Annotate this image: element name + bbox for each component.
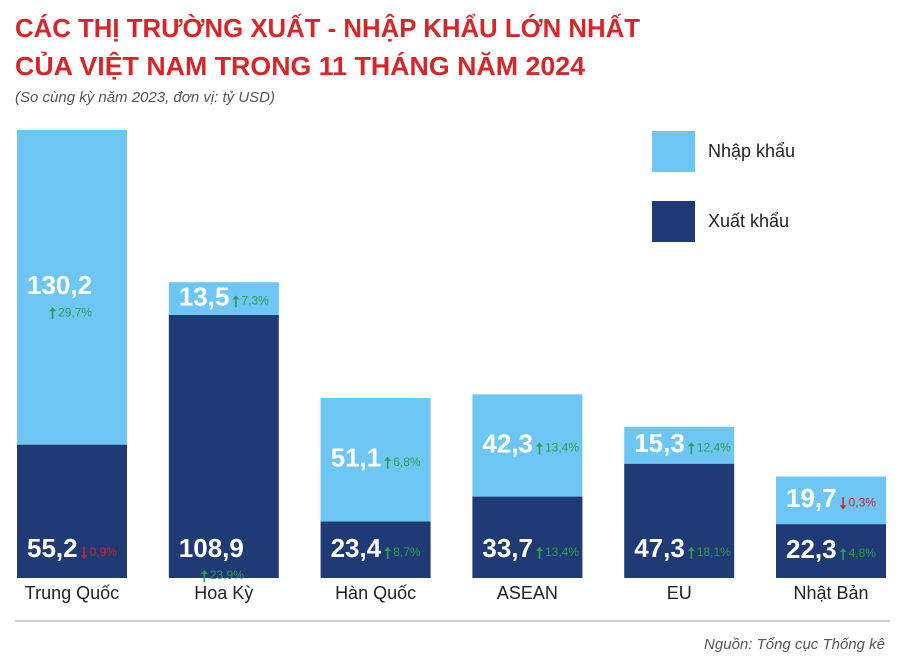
change-label: 7,3% — [241, 294, 269, 308]
change-label: 29,7% — [58, 305, 92, 319]
x-tick-label: ASEAN — [497, 583, 558, 603]
change-label: 0,3% — [849, 495, 877, 509]
value-label: 51,1 — [331, 443, 382, 473]
bar-segment — [776, 476, 886, 525]
change-label: 23,9% — [210, 568, 244, 582]
change-label: 8,7% — [393, 545, 421, 559]
bar-segment — [472, 394, 583, 497]
bar-segment — [624, 463, 735, 578]
change-label: 0,9% — [90, 545, 118, 559]
change-arrow — [687, 547, 695, 559]
bar-segment — [776, 524, 886, 578]
change: 6,8% — [384, 455, 421, 469]
bar-segment — [320, 521, 431, 578]
change: 29,7% — [49, 305, 92, 319]
change: 13,4% — [536, 441, 579, 455]
change-label: 18,1% — [697, 545, 731, 559]
change: 0,3% — [839, 495, 877, 510]
x-tick-label: EU — [667, 583, 692, 603]
value-label: 19,7 — [786, 483, 837, 513]
change: 0,9% — [80, 545, 118, 559]
change: 12,4% — [687, 440, 731, 455]
change-label: 6,8% — [393, 455, 421, 469]
x-tick-label: Hoa Kỳ — [194, 583, 253, 603]
change-arrow — [839, 548, 847, 561]
value-label: 23,4 — [331, 533, 382, 563]
change-arrow — [839, 497, 847, 510]
change-arrow — [536, 442, 544, 455]
value-label: 22,3 — [786, 534, 837, 564]
bar-segment — [624, 426, 735, 464]
change: 23,9% — [200, 568, 244, 582]
bar-segment — [472, 496, 583, 578]
value-label: 13,5 — [179, 281, 230, 311]
x-tick-label: Nhật Bản — [793, 583, 868, 603]
change-label: 13,4% — [545, 441, 579, 455]
bar-segment — [17, 130, 127, 445]
source: Nguồn: Tổng cục Thống kê — [704, 636, 885, 653]
change-label: 4,8% — [849, 546, 877, 560]
change-arrow — [536, 547, 544, 559]
bar-segment — [168, 282, 279, 315]
value-label: 33,7 — [482, 533, 533, 563]
change-arrow — [232, 295, 240, 308]
bar-segment — [320, 397, 431, 522]
change-arrow — [384, 547, 392, 559]
x-tick-label: Hàn Quốc — [335, 583, 416, 603]
subtitle: (So cùng kỳ năm 2023, đơn vị: tỷ USD) — [15, 89, 275, 106]
change: 4,8% — [839, 546, 877, 561]
x-tick-label: Trung Quốc — [25, 583, 119, 603]
change-arrow — [687, 442, 695, 455]
legend-label: Nhập khẩu — [708, 141, 795, 161]
change-arrow — [49, 307, 57, 320]
value-label: 15,3 — [634, 428, 685, 458]
change: 7,3% — [232, 294, 269, 308]
legend-swatch — [652, 201, 695, 242]
value-label: 42,3 — [482, 428, 533, 458]
chart-title: CỦA VIỆT NAM TRONG 11 THÁNG NĂM 2024 — [15, 50, 586, 81]
value-label: 47,3 — [634, 533, 685, 563]
bar-segment — [168, 314, 279, 578]
value-label: 55,2 — [27, 533, 78, 563]
change: 8,7% — [384, 545, 421, 559]
change: 18,1% — [687, 545, 731, 559]
change-label: 12,4% — [697, 440, 731, 454]
legend-label: Xuất khẩu — [708, 211, 789, 231]
change-label: 13,4% — [545, 545, 579, 559]
change-arrow — [80, 547, 88, 559]
change: 13,4% — [536, 545, 579, 559]
value-label: 108,9 — [179, 533, 244, 563]
change-arrow — [384, 456, 392, 469]
change-arrow — [200, 570, 208, 582]
value-label: 130,2 — [27, 270, 92, 300]
bar-segment — [17, 444, 127, 578]
legend-swatch — [652, 131, 695, 172]
chart-title: CÁC THỊ TRƯỜNG XUẤT - NHẬP KHẨU LỚN NHẤT — [15, 13, 640, 43]
